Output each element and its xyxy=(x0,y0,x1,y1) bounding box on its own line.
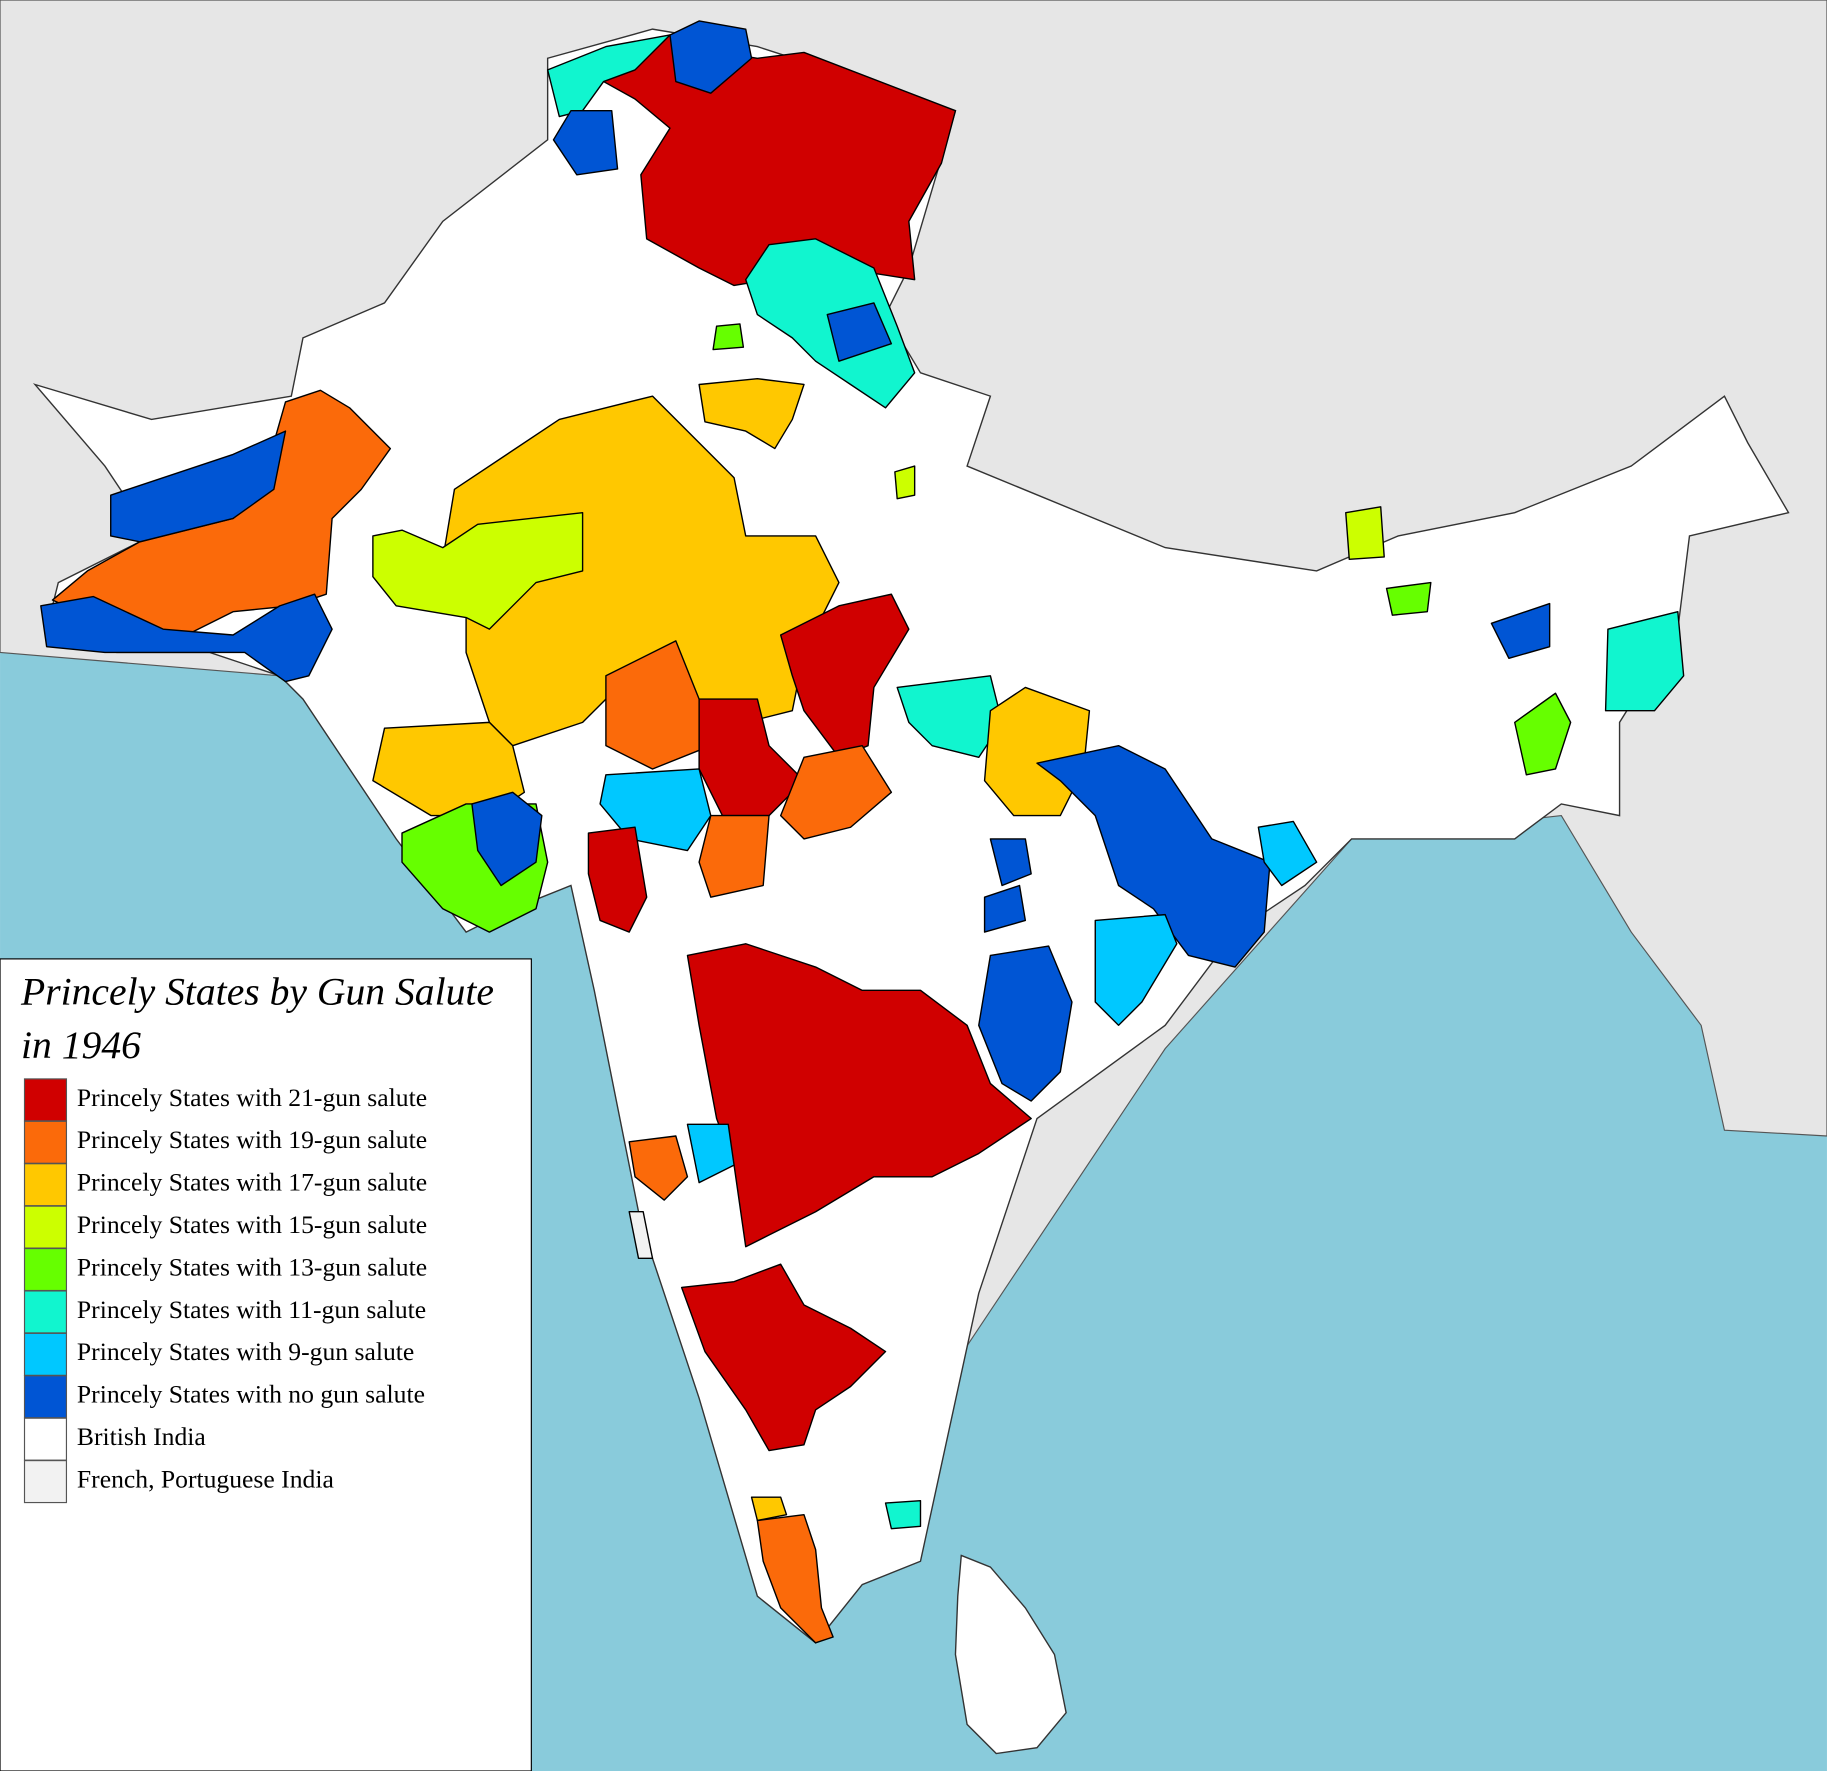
state xyxy=(372,511,584,630)
state xyxy=(686,1123,735,1184)
legend-label: Princely States with no gun salute xyxy=(77,1380,425,1409)
state xyxy=(698,814,770,898)
legend-swatch xyxy=(23,1375,68,1419)
legend-swatch xyxy=(23,1078,68,1122)
state xyxy=(587,826,648,933)
legend-label: Princely States with 13-gun salute xyxy=(77,1252,427,1281)
state xyxy=(896,675,1003,759)
legend-box xyxy=(0,958,532,1771)
legend-swatch xyxy=(23,1205,68,1249)
legend-label: Princely States with 11-gun salute xyxy=(77,1295,426,1324)
state xyxy=(712,323,745,351)
state xyxy=(978,945,1073,1102)
legend-label: Princely States with 21-gun salute xyxy=(77,1083,427,1112)
legend-swatch xyxy=(23,1460,68,1504)
legend-swatch xyxy=(23,1247,68,1292)
state xyxy=(628,1135,689,1201)
state xyxy=(750,1496,788,1522)
title: in 1946 xyxy=(21,1023,141,1067)
ceylon xyxy=(954,1554,1067,1755)
state xyxy=(779,744,893,840)
state xyxy=(471,791,543,887)
state xyxy=(1490,602,1551,659)
title: Princely States by Gun Salute xyxy=(20,969,494,1013)
legend-swatch xyxy=(23,1163,68,1207)
legend-swatch xyxy=(23,1417,68,1461)
state xyxy=(110,430,287,543)
state xyxy=(698,698,805,817)
legend: Princely States with 21-gun salute Prince… xyxy=(23,1078,427,1504)
state xyxy=(779,593,910,759)
state xyxy=(40,593,333,683)
state xyxy=(756,1513,834,1644)
legend-label: Princely States with 19-gun salute xyxy=(77,1125,427,1154)
state xyxy=(442,395,840,747)
legend-swatch xyxy=(23,1120,68,1164)
state xyxy=(1604,610,1685,712)
legend-label: Princely States with 15-gun salute xyxy=(77,1210,427,1239)
state xyxy=(546,34,671,118)
legend-label: Princely States with 9-gun salute xyxy=(77,1337,414,1366)
state xyxy=(1036,744,1271,968)
state xyxy=(894,465,916,500)
state xyxy=(669,20,753,94)
state xyxy=(1514,692,1572,776)
legend-label: British India xyxy=(77,1422,206,1451)
state xyxy=(884,1499,922,1530)
legend-swatch xyxy=(23,1332,68,1376)
state xyxy=(1257,820,1318,887)
state xyxy=(552,109,619,176)
goa xyxy=(628,1211,654,1260)
legend-swatch xyxy=(23,1290,68,1334)
state xyxy=(826,302,893,362)
state xyxy=(1345,506,1385,560)
princely-states xyxy=(40,20,1685,1644)
state xyxy=(680,1263,887,1452)
legend-label: French, Portuguese India xyxy=(77,1464,335,1493)
state xyxy=(698,377,805,450)
state xyxy=(1094,913,1178,1027)
state xyxy=(989,838,1032,887)
legend-label: Princely States with 17-gun salute xyxy=(77,1168,427,1197)
state xyxy=(983,884,1027,933)
state xyxy=(1385,581,1432,616)
